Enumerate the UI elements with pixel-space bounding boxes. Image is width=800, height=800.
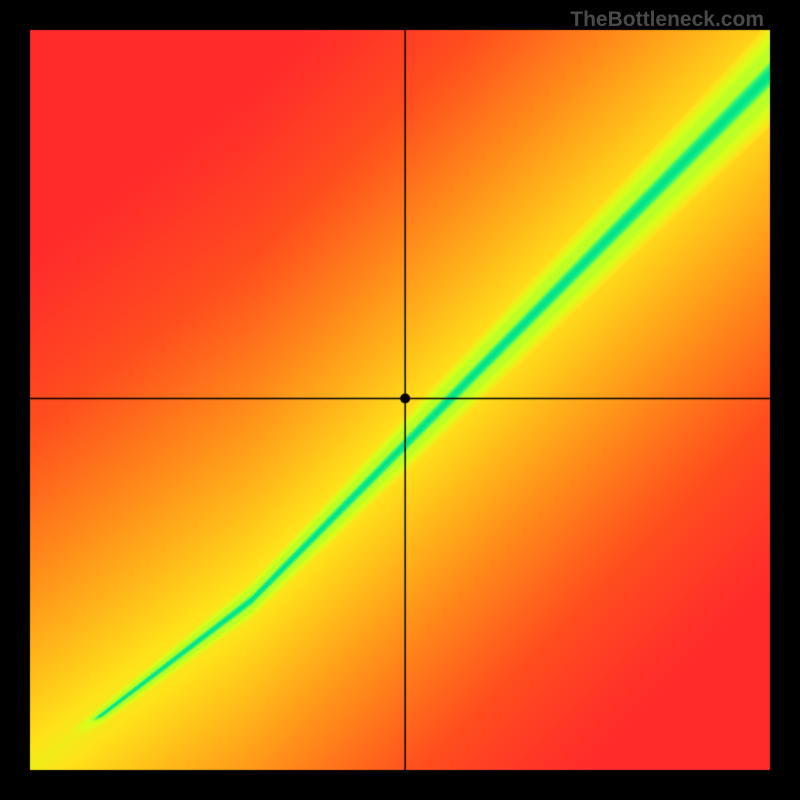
watermark-text: TheBottleneck.com	[570, 8, 764, 32]
heatmap-canvas	[0, 0, 800, 800]
chart-container: TheBottleneck.com	[0, 0, 800, 800]
